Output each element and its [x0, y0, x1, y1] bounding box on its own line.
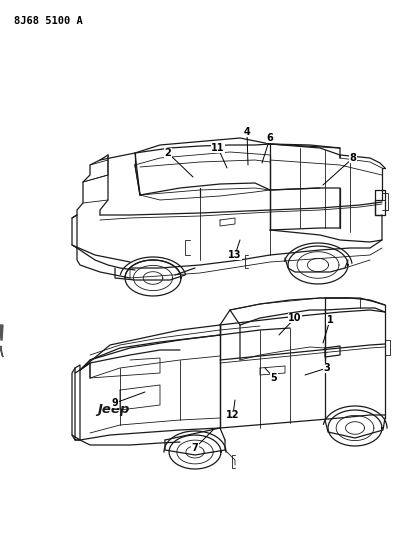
Text: Jeep: Jeep: [97, 403, 129, 416]
Text: 12: 12: [226, 410, 239, 420]
Text: 1: 1: [326, 315, 333, 325]
Text: 13: 13: [228, 250, 241, 260]
Text: 6: 6: [266, 133, 273, 143]
Text: 11: 11: [211, 143, 224, 153]
Text: 7: 7: [191, 443, 198, 453]
Text: 8: 8: [349, 153, 355, 163]
Text: 4: 4: [243, 127, 250, 137]
Text: 3: 3: [323, 363, 330, 373]
Polygon shape: [0, 325, 3, 340]
Text: 9: 9: [111, 398, 118, 408]
Text: 5: 5: [270, 373, 277, 383]
Text: 10: 10: [288, 313, 301, 323]
Polygon shape: [0, 346, 3, 357]
Text: 2: 2: [164, 148, 171, 158]
Text: 8J68 5100 A: 8J68 5100 A: [14, 16, 83, 26]
